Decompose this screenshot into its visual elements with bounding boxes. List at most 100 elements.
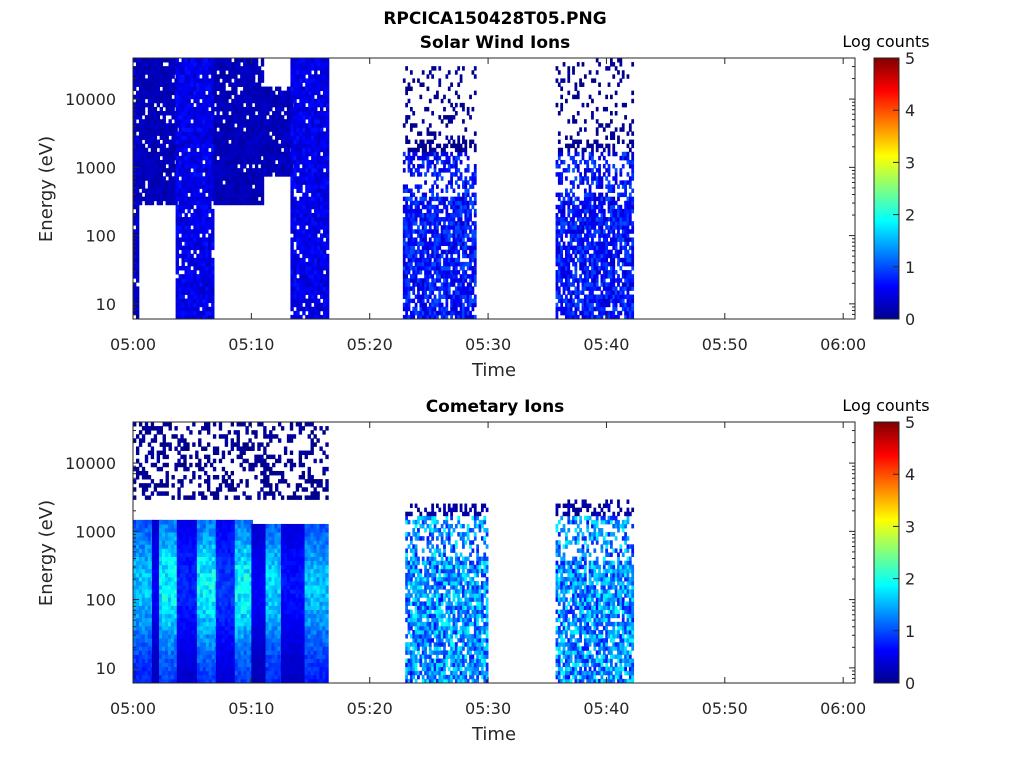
spectrogram-cell — [248, 66, 253, 71]
spectrogram-cell — [138, 127, 143, 132]
spectrogram-cell — [211, 115, 215, 120]
spectrogram-cell — [199, 82, 203, 87]
spectrogram-cell — [471, 306, 475, 312]
spectrogram-cell — [293, 62, 297, 67]
spectrogram-cell — [190, 135, 194, 140]
spectrogram-cell — [272, 90, 276, 96]
spectrogram-cell — [320, 168, 324, 173]
spectrogram-cell — [178, 98, 182, 104]
spectrogram-cell — [317, 115, 321, 120]
spectrogram-cell — [407, 221, 411, 226]
spectrogram-cell — [562, 265, 566, 271]
spectrogram-cell — [275, 98, 279, 104]
spectrogram-cell — [202, 233, 206, 238]
spectrogram-cell — [237, 135, 241, 140]
spectrogram-cell — [237, 200, 241, 206]
spectrogram-cell — [607, 274, 611, 279]
spectrogram-cell — [409, 86, 413, 92]
spectrogram-cell — [196, 70, 200, 75]
spectrogram-cell — [251, 90, 256, 96]
spectrogram-cell — [624, 208, 627, 214]
spectrogram-cell — [211, 168, 215, 173]
spectrogram-cell — [438, 115, 442, 120]
spectrogram-cell — [598, 257, 601, 263]
spectrogram-cell — [567, 241, 571, 246]
spectrogram-cell — [581, 200, 585, 206]
spectrogram-cell — [213, 90, 217, 96]
spectrogram-cell — [574, 278, 578, 283]
spectrogram-cell — [150, 172, 155, 177]
spectrogram-cell — [602, 298, 606, 304]
spectrogram-cell — [243, 86, 247, 92]
spectrogram-cell — [228, 102, 232, 108]
spectrogram-cell — [305, 123, 309, 128]
spectrogram-cell — [141, 111, 146, 116]
spectrogram-cell — [290, 188, 294, 193]
spectrogram-cell — [586, 286, 590, 291]
spectrogram-cell — [153, 106, 158, 112]
spectrogram-cell — [193, 310, 197, 316]
spectrogram-cell — [607, 172, 611, 177]
spectrogram-cell — [325, 127, 330, 132]
spectrogram-cell — [593, 245, 597, 251]
spectrogram-cell — [144, 94, 149, 100]
spectrogram-cell — [193, 290, 197, 295]
spectrogram-cell — [464, 261, 468, 267]
spectrogram-cell — [607, 286, 611, 291]
spectrogram-cell — [190, 261, 194, 267]
spectrogram-cell — [412, 286, 416, 291]
spectrogram-cell — [473, 196, 477, 202]
spectrogram-cell — [320, 212, 324, 218]
spectrogram-cell — [325, 78, 330, 83]
spectrogram-cell — [165, 159, 169, 165]
spectrogram-cell — [317, 237, 321, 242]
spectrogram-cell — [407, 306, 411, 312]
spectrogram-cell — [184, 58, 188, 63]
spectrogram-cell — [322, 302, 327, 308]
spectrogram-cell — [296, 229, 300, 234]
spectrogram-cell — [293, 143, 297, 149]
spectrogram-cell — [311, 151, 315, 157]
spectrogram-cell — [462, 184, 465, 189]
spectrogram-cell — [555, 282, 559, 287]
spectrogram-cell — [414, 257, 418, 263]
spectrogram-cell — [311, 221, 315, 226]
spectrogram-cell — [593, 233, 597, 238]
spectrogram-cell — [562, 286, 566, 291]
spectrogram-cell — [469, 253, 472, 259]
spectrogram-cell — [457, 143, 461, 149]
spectrogram-cell — [624, 245, 627, 251]
spectrogram-cell — [320, 58, 324, 63]
spectrogram-cell — [263, 115, 267, 120]
spectrogram-cell — [617, 212, 620, 218]
spectrogram-cell — [569, 310, 573, 316]
spectrogram-cell — [443, 217, 446, 222]
spectrogram-cell — [181, 66, 185, 71]
spectrogram-cell — [225, 192, 229, 198]
spectrogram-cell — [159, 147, 163, 153]
spectrogram-cell — [602, 249, 606, 255]
spectrogram-cell — [619, 245, 623, 251]
spectrogram-cell — [588, 310, 592, 316]
spectrogram-cell — [277, 135, 282, 140]
spectrogram-cell — [452, 278, 456, 283]
spectrogram-cell — [165, 135, 169, 140]
spectrogram-cell — [567, 274, 571, 279]
spectrogram-cell — [147, 192, 152, 198]
spectrogram-cell — [417, 200, 420, 206]
spectrogram-cell — [150, 111, 155, 116]
spectrogram-cell — [574, 294, 578, 300]
spectrogram-cell — [452, 298, 456, 304]
spectrogram-cell — [305, 184, 309, 189]
spectrogram-cell — [320, 270, 324, 275]
spectrogram-cell — [325, 147, 330, 153]
spectrogram-cell — [234, 159, 238, 165]
spectrogram-cell — [560, 229, 564, 234]
spectrogram-cell — [581, 155, 585, 161]
spectrogram-cell — [325, 208, 330, 214]
spectrogram-cell — [302, 172, 306, 177]
spectrogram-cell — [299, 257, 303, 263]
spectrogram-cell — [562, 274, 566, 279]
spectrogram-cell — [317, 257, 321, 263]
spectrogram-cell — [325, 274, 330, 279]
